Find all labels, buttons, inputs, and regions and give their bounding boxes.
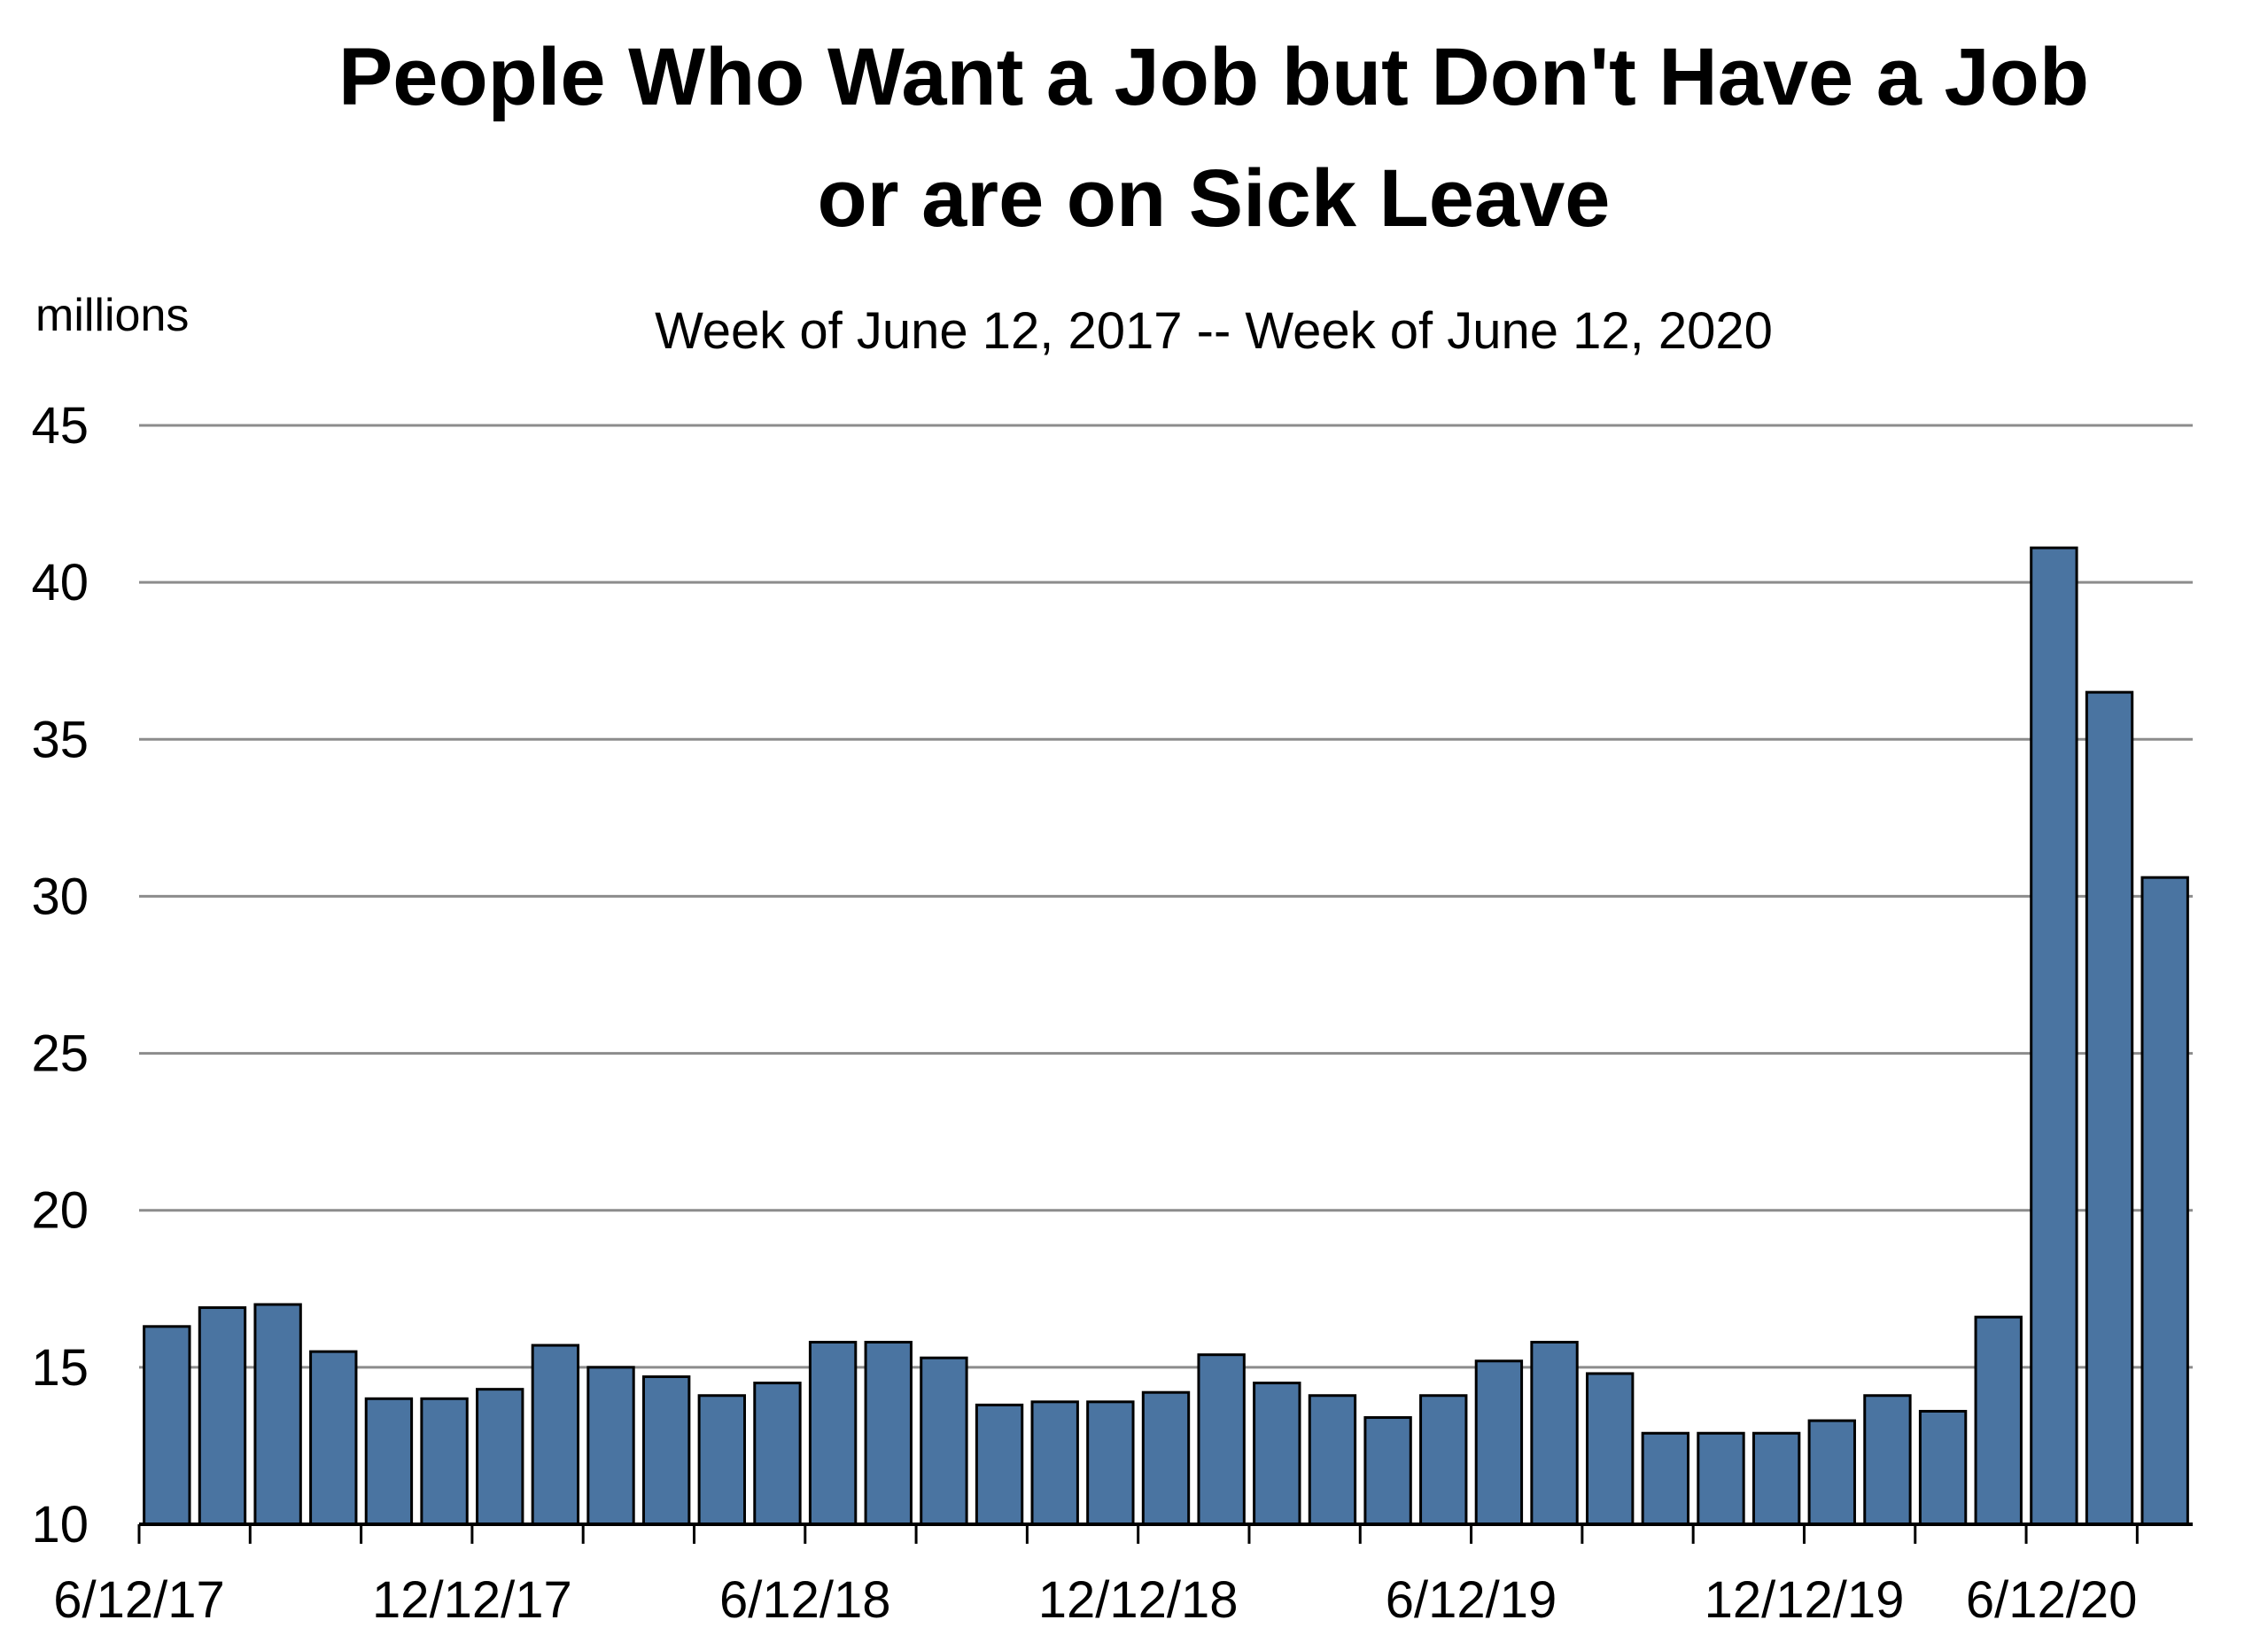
bar-29 [1751,1431,1801,1526]
gridlines [139,424,2193,1369]
bar-20 [1253,1382,1301,1526]
chart-title-line-1: People Who Want a Job but Don't Have a J… [338,32,2089,122]
bar-5 [420,1397,469,1526]
x-tick-label-3: 12/12/18 [1038,1571,1239,1629]
bar-2 [253,1303,302,1526]
bar-6 [476,1388,524,1526]
bar-32 [1918,1409,1968,1526]
y-axis-tick-labels: 10 15 20 25 30 35 40 45 [31,397,89,1554]
y-tick-label-40: 40 [31,554,89,611]
bar-9 [641,1375,691,1526]
x-tick-label-4: 6/12/19 [1386,1571,1557,1629]
bar-13 [864,1341,913,1526]
bar-21 [1308,1394,1357,1526]
bar-33 [1974,1315,2023,1526]
x-tick-label-5: 12/12/19 [1705,1571,1905,1629]
y-tick-label-30: 30 [31,868,89,925]
bar-14 [920,1356,968,1526]
x-axis-tick-labels: 6/12/17 12/12/17 6/12/18 12/12/18 6/12/19 12/… [53,1571,2137,1629]
bar-17 [1086,1400,1135,1526]
y-tick-label-45: 45 [31,397,89,455]
bar-11 [753,1382,802,1526]
bar-31 [1863,1394,1912,1526]
bar-24 [1474,1359,1524,1526]
bars [143,546,2189,1526]
bar-12 [808,1341,858,1526]
x-axis [137,1523,2193,1544]
bar-23 [1419,1394,1468,1526]
bar-16 [1030,1400,1079,1526]
bar-3 [309,1350,358,1526]
bar-15 [975,1403,1024,1526]
bar-27 [1641,1431,1690,1526]
bar-25 [1530,1341,1579,1526]
bar-0 [143,1325,191,1526]
bar-19 [1197,1353,1246,1526]
y-tick-label-35: 35 [31,711,89,768]
bar-8 [586,1366,635,1526]
bar-30 [1807,1419,1856,1526]
bar-1 [198,1306,247,1526]
y-tick-label-25: 25 [31,1025,89,1083]
y-axis-unit-label: millions [35,290,189,341]
y-tick-label-10: 10 [31,1496,89,1554]
bar-35 [2085,690,2134,1526]
bar-36 [2140,876,2189,1526]
y-tick-label-20: 20 [31,1182,89,1240]
bar-28 [1697,1431,1745,1526]
bar-34 [2030,546,2078,1526]
bar-10 [697,1394,746,1526]
chart-subtitle: Week of June 12, 2017 -- Week of June 12… [655,302,1773,360]
x-tick-label-2: 6/12/18 [719,1571,891,1629]
bar-22 [1363,1416,1412,1526]
bar-7 [531,1343,580,1526]
y-tick-label-15: 15 [31,1339,89,1397]
chart-title-line-2: or are on Sick Leave [818,153,1611,244]
x-tick-label-0: 6/12/17 [53,1571,225,1629]
bar-4 [364,1397,414,1526]
bar-18 [1141,1390,1191,1526]
x-tick-label-1: 12/12/17 [372,1571,572,1629]
x-tick-label-6: 6/12/20 [1966,1571,2138,1629]
bar-26 [1586,1372,1635,1526]
